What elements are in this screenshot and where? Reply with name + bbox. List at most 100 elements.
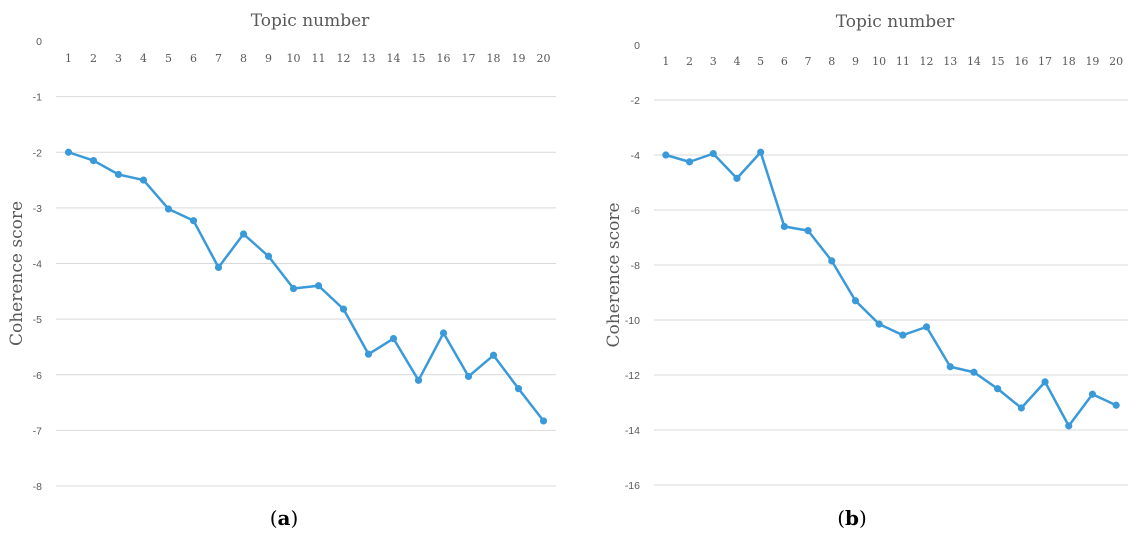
x-tick-label: 14 xyxy=(967,55,981,68)
chart-panel-a: 0 -1 -2 -3 -4 -5 -6 -7 -8 1 2 3 4 5 6 7 8 9 10 11 12 13 14 15 16… xyxy=(7,11,556,530)
x-tick-label: 10 xyxy=(872,55,886,68)
panel-caption-letter: a xyxy=(278,506,291,530)
y-tick-label: -16 xyxy=(625,480,640,492)
x-tick-label: 17 xyxy=(462,52,476,65)
x-tick-label: 15 xyxy=(412,52,426,65)
data-point xyxy=(414,376,423,384)
y-tick-label: -2 xyxy=(631,95,640,107)
line-chart-b: 0-2-4-6-8-10-12-14-161 2 3 4 5 6 7 8 9 10 11 12 13 14… xyxy=(604,12,1128,530)
data-point xyxy=(264,252,273,260)
chart-panel-b: 0 -2 -4 -6 -8 -10 -12 -14 -16 1 2 3 4 5 6 7 8 9 10 11 12 13 14… xyxy=(568,0,1136,536)
data-point xyxy=(946,363,954,371)
data-point xyxy=(314,282,323,290)
series-line xyxy=(665,151,1117,428)
y-tick-label: -3 xyxy=(33,203,42,215)
x-tick-label: 9 xyxy=(852,55,859,68)
y-tick-label: -10 xyxy=(625,315,640,327)
data-point xyxy=(662,151,670,159)
x-tick-label: 16 xyxy=(1014,55,1028,68)
x-tick-label: 13 xyxy=(362,52,376,65)
data-point xyxy=(514,385,523,393)
x-tick-label: 18 xyxy=(487,52,501,65)
data-point xyxy=(239,230,248,238)
y-tick-label: -6 xyxy=(33,370,42,382)
data-point xyxy=(875,320,883,328)
panel-caption: (a) xyxy=(270,506,299,530)
x-tick-label: 20 xyxy=(1109,55,1123,68)
x-tick-label: 15 xyxy=(991,55,1005,68)
x-tick-label: 7 xyxy=(805,55,812,68)
x-tick-label: 3 xyxy=(710,55,717,68)
y-axis-title: Coherence score xyxy=(604,202,624,347)
data-point xyxy=(89,156,98,165)
y-tick-label: -12 xyxy=(625,370,640,382)
x-tick-label: 1 xyxy=(65,52,72,65)
data-point xyxy=(804,227,812,235)
data-point xyxy=(1112,401,1120,409)
data-point xyxy=(1017,404,1025,412)
data-point xyxy=(970,368,978,376)
x-tick-label: 11 xyxy=(312,52,326,65)
x-tick-label: 20 xyxy=(537,52,551,65)
x-tick-label: 3 xyxy=(115,52,122,65)
x-tick-label: 1 xyxy=(662,55,669,68)
x-tick-label: 17 xyxy=(1038,55,1052,68)
y-axis-title: Coherence score xyxy=(7,201,27,346)
x-tick-label: 8 xyxy=(828,55,835,68)
data-point xyxy=(214,263,223,271)
y-tick-label: -4 xyxy=(631,150,640,162)
x-axis-title: Topic number xyxy=(251,11,370,31)
data-point xyxy=(994,385,1002,393)
y-tick-label: -8 xyxy=(33,481,42,493)
x-tick-label: 18 xyxy=(1062,55,1076,68)
panel-caption: (b) xyxy=(837,506,867,530)
data-point xyxy=(364,350,373,358)
x-tick-label: 10 xyxy=(287,52,301,65)
data-point xyxy=(489,351,498,359)
y-tick-label: -4 xyxy=(33,259,42,271)
data-point xyxy=(189,217,198,225)
data-point xyxy=(64,148,73,156)
x-tick-label: 5 xyxy=(757,55,764,68)
x-tick-label: 6 xyxy=(781,55,788,68)
x-tick-label: 2 xyxy=(90,52,97,65)
y-tick-label: -5 xyxy=(33,314,42,326)
x-tick-label: 9 xyxy=(265,52,272,65)
data-point xyxy=(1041,378,1049,386)
x-tick-label: 11 xyxy=(896,55,910,68)
x-axis-title: Topic number xyxy=(836,12,955,32)
data-point xyxy=(464,372,473,381)
data-point xyxy=(685,158,694,166)
y-tick-label: 0 xyxy=(36,36,42,48)
x-tick-label: 4 xyxy=(733,55,740,68)
x-tick-label: 4 xyxy=(140,52,147,65)
x-tick-label: 14 xyxy=(387,52,401,65)
x-tick-label: 5 xyxy=(165,52,172,65)
data-point xyxy=(851,297,860,305)
data-point xyxy=(709,150,717,158)
data-point xyxy=(1065,422,1073,430)
x-tick-label: 8 xyxy=(240,52,247,65)
data-point xyxy=(733,174,741,182)
data-point xyxy=(389,334,398,343)
data-point xyxy=(757,148,765,156)
data-point xyxy=(922,323,931,331)
data-point xyxy=(1088,390,1097,398)
data-point xyxy=(289,284,298,293)
line-chart-a: 0-1-2-3-4-5-6-7-81 2 3 4 5 6 7 8 9 10 11 12 13 14 15 16… xyxy=(7,11,556,530)
data-point xyxy=(780,222,788,231)
data-point xyxy=(899,331,907,339)
y-tick-label: -1 xyxy=(33,92,42,104)
data-point xyxy=(339,305,348,313)
x-tick-label: 7 xyxy=(215,52,222,65)
x-tick-label: 16 xyxy=(437,52,451,65)
data-point xyxy=(114,170,123,179)
panel-caption-letter: b xyxy=(845,506,859,530)
x-tick-label: 6 xyxy=(190,52,197,65)
x-tick-label: 2 xyxy=(686,55,693,68)
x-tick-label: 19 xyxy=(512,52,526,65)
y-tick-label: -2 xyxy=(33,147,42,159)
series-line xyxy=(68,151,545,422)
y-tick-label: -8 xyxy=(631,260,640,272)
data-point xyxy=(439,329,448,337)
